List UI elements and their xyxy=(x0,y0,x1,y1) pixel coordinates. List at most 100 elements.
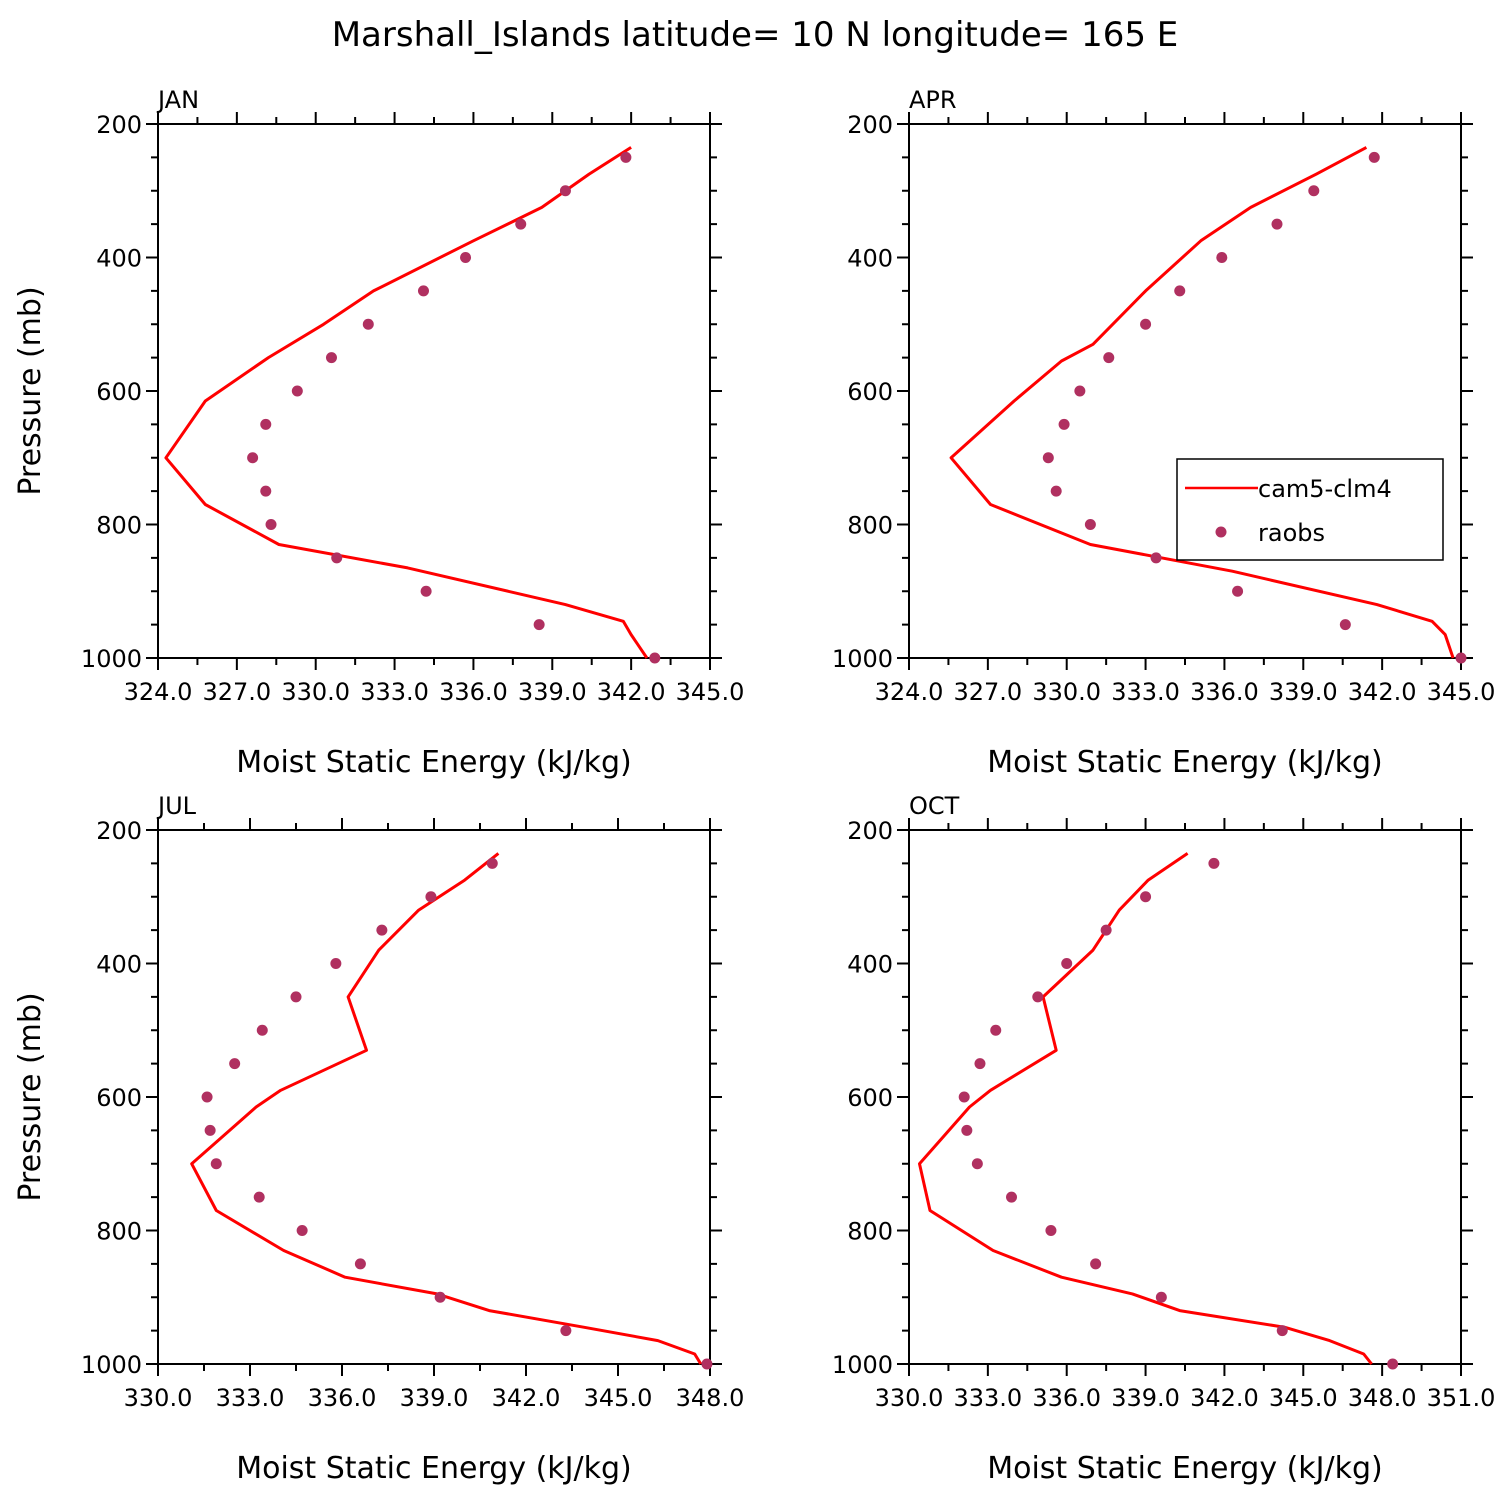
oct-y-tick-label: 400 xyxy=(847,951,893,979)
oct-x-tick-label: 345.0 xyxy=(1269,1384,1338,1412)
oct-x-tick-label: 333.0 xyxy=(953,1384,1022,1412)
oct-obs-point xyxy=(1032,991,1044,1003)
apr-obs-point xyxy=(1084,519,1096,530)
apr-x-axis-title: Moist Static Energy (kJ/kg) xyxy=(987,745,1383,780)
oct-y-tick-label: 200 xyxy=(847,817,893,845)
oct-x-tick-label: 339.0 xyxy=(1111,1384,1180,1412)
oct-x-tick-label: 330.0 xyxy=(875,1384,944,1412)
jan-panel-label: JAN xyxy=(156,86,199,114)
apr-obs-point xyxy=(1455,652,1467,664)
apr-x-tick-label: 339.0 xyxy=(1269,678,1338,706)
apr-obs-point xyxy=(1074,385,1086,397)
jul-x-axis-title: Moist Static Energy (kJ/kg) xyxy=(236,1451,632,1486)
oct-model-line xyxy=(918,852,1373,1365)
jan-y-tick-label: 800 xyxy=(96,512,142,540)
apr-obs-point xyxy=(1058,418,1070,430)
jul-y-tick-label: 400 xyxy=(96,951,142,979)
apr-obs-point xyxy=(1271,218,1283,230)
jan-obs-point xyxy=(362,318,374,330)
legend: cam5-clm4 raobs xyxy=(1176,458,1444,561)
oct-y-tick-label: 800 xyxy=(847,1218,893,1246)
apr-x-tick-label: 336.0 xyxy=(1190,678,1259,706)
jan-x-axis-title: Moist Static Energy (kJ/kg) xyxy=(236,745,632,780)
jan-obs-point xyxy=(460,252,472,263)
jan-plot-frame xyxy=(157,123,711,659)
jul-y-tick-label: 200 xyxy=(96,817,142,845)
jan-x-tick-label: 342.0 xyxy=(597,678,666,706)
jan-y-axis-title: Pressure (mb) xyxy=(13,286,48,495)
jul-obs-point xyxy=(560,1325,572,1337)
apr-obs-point xyxy=(1216,252,1228,263)
jan-obs-point xyxy=(417,285,429,297)
apr-y-tick-label: 400 xyxy=(847,245,893,273)
jul-obs-point xyxy=(201,1091,213,1103)
jul-obs-point xyxy=(354,1258,366,1270)
jan-x-tick-label: 333.0 xyxy=(360,678,429,706)
apr-obs-point xyxy=(1140,318,1152,330)
panel-apr: APR 200 400 600 800 1000 324.0 327.0 330.0 333.0 3… xyxy=(832,86,1495,780)
jul-panel-label: JUL xyxy=(156,792,197,820)
oct-obs-point xyxy=(1208,857,1220,869)
jul-y-tick-label: 600 xyxy=(96,1084,142,1112)
panel-jul: JUL 200 400 600 800 1000 330.0 333.0 336.0 339.0 3… xyxy=(13,792,744,1486)
apr-x-tick-label: 330.0 xyxy=(1032,678,1101,706)
jul-y-tick-label: 1000 xyxy=(81,1351,142,1379)
apr-x-tick-label: 333.0 xyxy=(1111,678,1180,706)
legend-obs-marker xyxy=(1215,526,1227,538)
oct-x-tick-label: 336.0 xyxy=(1032,1384,1101,1412)
oct-obs-point xyxy=(974,1058,986,1070)
main-title: Marshall_Islands latitude= 10 N longitud… xyxy=(332,15,1179,55)
oct-obs-point xyxy=(990,1024,1002,1036)
oct-obs-point xyxy=(1140,891,1152,903)
oct-obs-point xyxy=(958,1091,970,1103)
apr-model-line xyxy=(949,146,1455,659)
jul-x-tick-label: 342.0 xyxy=(492,1384,561,1412)
jul-x-tick-label: 333.0 xyxy=(216,1384,285,1412)
apr-y-tick-label: 800 xyxy=(847,512,893,540)
jan-x-tick-label: 336.0 xyxy=(439,678,508,706)
oct-obs-point xyxy=(1276,1325,1288,1337)
jan-obs-point xyxy=(247,452,259,464)
oct-obs-point xyxy=(1090,1258,1102,1270)
oct-panel-label: OCT xyxy=(909,792,960,820)
oct-y-tick-label: 1000 xyxy=(832,1351,893,1379)
oct-obs-point xyxy=(971,1158,983,1170)
oct-obs-point xyxy=(1387,1358,1399,1370)
oct-obs-point xyxy=(1100,924,1112,936)
jul-obs-point xyxy=(330,958,342,969)
apr-x-tick-label: 345.0 xyxy=(1427,678,1496,706)
jul-x-tick-label: 330.0 xyxy=(124,1384,193,1412)
jan-y-tick-label: 600 xyxy=(96,378,142,406)
oct-obs-point xyxy=(961,1124,973,1136)
jan-obs-point xyxy=(260,485,272,497)
apr-y-tick-label: 1000 xyxy=(832,645,893,673)
oct-y-tick-label: 600 xyxy=(847,1084,893,1112)
apr-plot-frame xyxy=(908,123,1462,659)
jan-obs-point xyxy=(325,352,337,364)
apr-x-tick-label: 342.0 xyxy=(1348,678,1417,706)
jan-obs-point xyxy=(559,185,571,197)
legend-obs-label: raobs xyxy=(1258,519,1325,547)
jan-obs-point xyxy=(265,519,277,530)
jul-obs-point xyxy=(253,1191,265,1203)
jul-x-tick-label: 336.0 xyxy=(308,1384,377,1412)
jul-obs-point xyxy=(434,1291,446,1303)
apr-panel-label: APR xyxy=(909,86,957,114)
legend-box xyxy=(1176,458,1444,561)
jul-obs-point xyxy=(425,891,437,903)
oct-obs-point xyxy=(1061,958,1073,969)
jan-model-line xyxy=(164,146,649,659)
oct-plot-frame xyxy=(908,829,1462,1365)
jul-y-axis-title: Pressure (mb) xyxy=(13,992,48,1201)
jan-obs-point xyxy=(260,418,272,430)
jan-y-tick-label: 200 xyxy=(96,111,142,139)
oct-obs-point xyxy=(1155,1291,1167,1303)
apr-obs-point xyxy=(1050,485,1062,497)
jan-x-tick-label: 327.0 xyxy=(202,678,271,706)
jan-x-tick-label: 345.0 xyxy=(676,678,745,706)
jan-y-tick-label: 1000 xyxy=(81,645,142,673)
oct-x-tick-label: 348.0 xyxy=(1348,1384,1417,1412)
apr-obs-point xyxy=(1174,285,1186,297)
jan-obs-point xyxy=(420,585,432,597)
